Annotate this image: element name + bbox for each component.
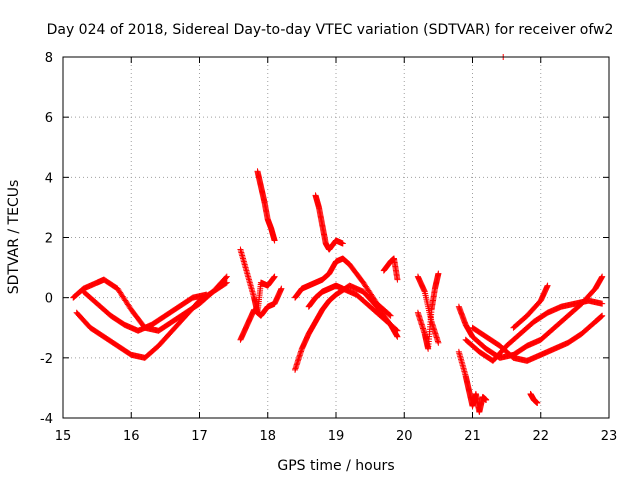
data-point [599, 300, 606, 307]
data-point [271, 237, 278, 244]
x-tick-label: 18 [259, 429, 276, 444]
data-point [394, 276, 401, 283]
x-tick-label: 19 [328, 429, 345, 444]
data-point [387, 312, 394, 319]
x-tick-label: 15 [55, 429, 72, 444]
x-tick-label: 22 [532, 429, 549, 444]
data-point [222, 280, 229, 287]
y-tick-label: -2 [40, 352, 53, 367]
y-tick-label: 4 [45, 171, 53, 186]
x-axis-ticks: 15 16 17 18 19 20 21 22 23 [55, 57, 618, 444]
y-axis-ticks: -4 -2 0 2 4 6 8 [40, 51, 609, 427]
data-point [599, 273, 606, 280]
data-point [534, 399, 541, 406]
data-point [203, 291, 210, 298]
data-point [223, 273, 230, 280]
y-tick-label: 0 [45, 292, 53, 307]
data-point [435, 339, 442, 346]
x-tick-label: 23 [601, 429, 618, 444]
grid-lines [63, 57, 609, 418]
x-tick-label: 21 [464, 429, 481, 444]
data-point [393, 327, 400, 334]
y-tick-label: 8 [45, 51, 53, 66]
data-point [222, 274, 229, 281]
y-axis-label: SDTVAR / TECUs [6, 180, 22, 295]
data-points [70, 54, 606, 415]
x-tick-label: 16 [123, 429, 140, 444]
data-point [339, 240, 346, 247]
data-point [483, 396, 490, 403]
data-point [435, 270, 442, 277]
y-tick-label: -4 [40, 412, 53, 427]
data-point [544, 282, 551, 289]
x-tick-label: 17 [191, 429, 208, 444]
x-tick-label: 20 [396, 429, 413, 444]
data-point [278, 285, 285, 292]
chart-title: Day 024 of 2018, Sidereal Day-to-day VTE… [47, 22, 614, 38]
data-point [386, 311, 393, 318]
data-point [599, 312, 606, 319]
y-tick-label: 6 [45, 111, 53, 126]
data-point [271, 273, 278, 280]
data-point [223, 279, 230, 286]
data-point [394, 333, 401, 340]
x-axis-label: GPS time / hours [277, 458, 394, 474]
data-point [394, 327, 401, 334]
y-tick-label: 2 [45, 232, 53, 247]
